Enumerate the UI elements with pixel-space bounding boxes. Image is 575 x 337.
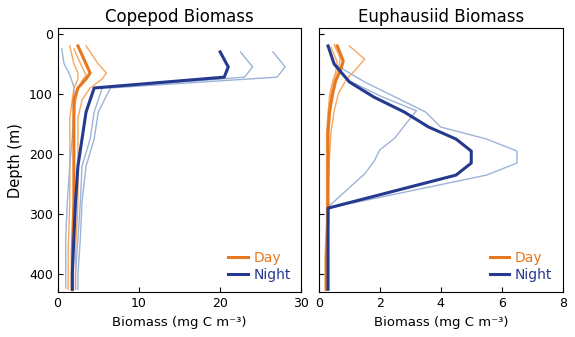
X-axis label: Biomass (mg C m⁻³): Biomass (mg C m⁻³): [374, 316, 508, 329]
Title: Euphausiid Biomass: Euphausiid Biomass: [358, 8, 524, 26]
Legend: Day, Night: Day, Night: [224, 247, 295, 286]
Title: Copepod Biomass: Copepod Biomass: [105, 8, 254, 26]
Y-axis label: Depth (m): Depth (m): [8, 123, 24, 197]
X-axis label: Biomass (mg C m⁻³): Biomass (mg C m⁻³): [112, 316, 247, 329]
Legend: Day, Night: Day, Night: [486, 247, 556, 286]
